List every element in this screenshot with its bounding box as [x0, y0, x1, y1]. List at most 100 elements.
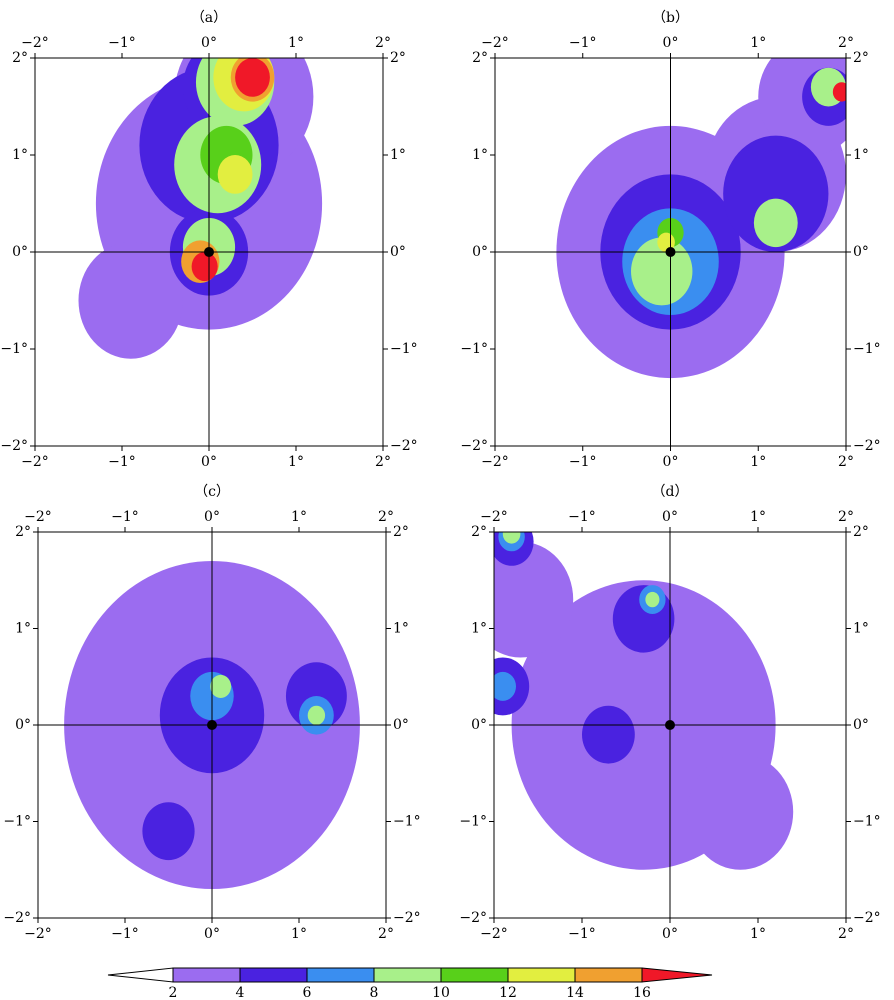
y-tick-label: −1° [853, 341, 881, 357]
panel-title: （b） [652, 10, 689, 26]
y-tick-label: 0° [390, 244, 406, 260]
y-tick-label: 2° [472, 50, 488, 66]
y-tick-label: 2° [471, 524, 487, 540]
contour-field [556, 58, 846, 379]
x-tick-label: 2° [378, 509, 394, 525]
y-tick-label: 0° [853, 717, 869, 733]
y-tick-label: 1° [393, 621, 409, 637]
colorbar-cell [440, 967, 509, 983]
y-tick-label: 1° [853, 621, 869, 637]
x-tick-label: −1° [108, 35, 136, 51]
x-tick-label: 0° [204, 509, 220, 525]
contour-region [502, 532, 521, 544]
x-tick-label: −2° [24, 509, 52, 525]
y-tick-label: 0° [15, 717, 31, 733]
y-tick-label: 2° [15, 524, 31, 540]
y-tick-label: 1° [471, 621, 487, 637]
x-tick-label: 1° [288, 35, 304, 51]
x-tick-label: −1° [111, 509, 139, 525]
y-tick-label: 0° [12, 244, 28, 260]
colorbar-label: 10 [432, 985, 450, 1000]
x-tick-label: −2° [24, 926, 52, 942]
colorbar-label: 14 [566, 985, 584, 1000]
panel-title: （a） [191, 10, 227, 26]
colorbar-under [107, 967, 174, 983]
origin-dot [207, 720, 217, 730]
colorbar-cell [507, 967, 576, 983]
x-tick-label: 2° [378, 926, 394, 942]
colorbar-label: 16 [633, 985, 651, 1000]
x-tick-label: −2° [21, 35, 49, 51]
colorbar-cell [373, 967, 442, 983]
colorbar-label: 2 [169, 985, 178, 1000]
y-tick-label: 0° [393, 717, 409, 733]
x-tick-label: 2° [375, 454, 391, 470]
y-tick-label: 2° [12, 50, 28, 66]
x-tick-label: 0° [663, 35, 679, 51]
x-tick-label: 2° [838, 454, 854, 470]
y-tick-label: 1° [15, 621, 31, 637]
contour-region [582, 705, 635, 764]
contour-region [191, 251, 218, 282]
contour-region [307, 705, 326, 725]
y-tick-label: 0° [853, 244, 869, 260]
x-tick-label: −1° [569, 35, 597, 51]
colorbar-over [641, 967, 713, 983]
contour-region [210, 674, 232, 698]
y-tick-label: −2° [390, 438, 418, 454]
contour-region [753, 198, 798, 248]
x-tick-label: 2° [838, 35, 854, 51]
colorbar-cell [172, 967, 241, 983]
x-tick-label: 1° [750, 509, 766, 525]
y-tick-label: 1° [853, 147, 869, 163]
y-tick-label: 0° [472, 244, 488, 260]
x-tick-label: −2° [480, 926, 508, 942]
y-tick-label: −2° [0, 438, 28, 454]
y-tick-label: −2° [853, 910, 881, 926]
x-tick-label: 2° [375, 35, 391, 51]
colorbar-cell [306, 967, 375, 983]
x-tick-label: 0° [662, 926, 678, 942]
y-tick-label: 2° [853, 524, 869, 540]
colorbar-label: 12 [499, 985, 517, 1000]
y-tick-label: −1° [0, 341, 28, 357]
x-tick-label: −1° [568, 509, 596, 525]
panel-title: （c） [194, 484, 230, 500]
x-tick-label: −2° [480, 509, 508, 525]
x-tick-label: 1° [288, 454, 304, 470]
x-tick-label: 0° [204, 926, 220, 942]
x-tick-label: −1° [568, 926, 596, 942]
contour-region [494, 541, 574, 658]
x-tick-label: −1° [108, 454, 136, 470]
colorbar-label: 4 [236, 985, 245, 1000]
contour-region [217, 155, 253, 194]
origin-dot [665, 247, 676, 257]
contour-region [494, 671, 516, 701]
x-tick-label: 1° [291, 926, 307, 942]
x-tick-label: 1° [750, 926, 766, 942]
x-tick-label: 1° [291, 509, 307, 525]
x-tick-label: 1° [750, 454, 766, 470]
contour-region [832, 82, 846, 102]
y-tick-label: −1° [853, 814, 881, 830]
contour-region [142, 802, 195, 861]
colorbar-label: 6 [303, 985, 312, 1000]
contour-region [235, 58, 270, 97]
y-tick-label: −1° [3, 814, 31, 830]
x-tick-label: 2° [838, 509, 854, 525]
x-tick-label: −1° [111, 926, 139, 942]
origin-dot [665, 720, 675, 730]
x-tick-label: 0° [663, 454, 679, 470]
contour-region [631, 237, 693, 306]
x-tick-label: −1° [569, 454, 597, 470]
x-tick-label: 2° [838, 926, 854, 942]
contour-region [645, 591, 660, 608]
contour-region [687, 753, 794, 870]
contour-region [723, 135, 829, 252]
contour-field [78, 58, 323, 359]
y-tick-label: −1° [393, 814, 421, 830]
y-tick-label: 1° [390, 147, 406, 163]
contour-region [78, 242, 183, 359]
x-tick-label: 1° [750, 35, 766, 51]
